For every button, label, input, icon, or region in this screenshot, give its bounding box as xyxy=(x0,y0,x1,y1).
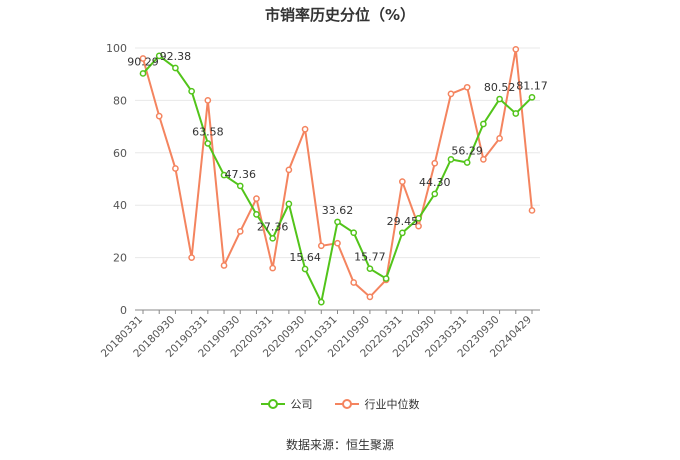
data-point-industry xyxy=(463,83,471,91)
data-point-industry xyxy=(334,239,341,247)
data-point-industry xyxy=(285,166,293,174)
data-point-company xyxy=(220,171,228,179)
legend-label-company: 公司 xyxy=(290,398,313,411)
data-point-company xyxy=(496,95,503,103)
data-point-industry xyxy=(139,55,147,62)
legend-symbol-company xyxy=(260,399,285,409)
data-label: 90.29 xyxy=(127,55,159,68)
data-point-industry xyxy=(253,195,260,202)
data-point-industry xyxy=(204,97,212,104)
data-point-company xyxy=(350,229,358,237)
data-point-company xyxy=(317,298,325,306)
data-point-company xyxy=(398,229,406,237)
legend-item-company[interactable]: 公司 xyxy=(260,396,313,412)
y-tick-label: 0 xyxy=(120,304,127,317)
data-point-company xyxy=(236,182,244,190)
data-point-company xyxy=(269,234,277,242)
y-tick-label: 60 xyxy=(113,147,127,160)
data-point-industry xyxy=(236,228,244,235)
chart-title: 市销率历史分位（%） xyxy=(264,6,416,24)
data-point-industry xyxy=(172,165,179,172)
data-point-industry xyxy=(220,262,228,269)
y-tick-label: 100 xyxy=(106,42,127,55)
data-label: 92.38 xyxy=(160,50,192,63)
data-label: 56.29 xyxy=(451,145,483,158)
data-label: 44.30 xyxy=(419,176,451,189)
y-tick-label: 80 xyxy=(113,94,127,107)
data-point-company xyxy=(447,156,455,163)
data-label: 27.36 xyxy=(257,220,289,233)
data-label: 29.45 xyxy=(387,215,419,228)
data-point-company xyxy=(366,265,374,273)
data-point-industry xyxy=(398,178,406,185)
data-point-company xyxy=(382,275,390,282)
data-label: 80.52 xyxy=(484,81,516,94)
data-point-company xyxy=(253,211,260,218)
data-point-industry xyxy=(350,279,358,286)
data-point-industry xyxy=(496,135,503,142)
data-label: 15.64 xyxy=(289,251,321,264)
data-point-company xyxy=(155,52,163,60)
y-tick-label: 40 xyxy=(113,199,127,212)
data-point-industry xyxy=(269,264,277,272)
data-point-company xyxy=(301,265,309,273)
data-point-company xyxy=(463,159,471,166)
data-point-company xyxy=(431,190,439,198)
data-point-industry xyxy=(301,125,309,133)
data-point-industry xyxy=(431,159,439,167)
data-point-company xyxy=(512,110,520,117)
data-point-company xyxy=(188,87,195,95)
series-line-industry xyxy=(142,49,533,299)
legend-symbol-industry xyxy=(334,399,359,409)
data-point-industry xyxy=(480,156,487,163)
legend-item-industry[interactable]: 行业中位数 xyxy=(334,396,420,412)
data-point-industry xyxy=(188,254,195,261)
data-point-industry xyxy=(415,222,422,230)
data-source-note: 数据来源：恒生聚源 xyxy=(285,438,394,452)
data-label: 15.77 xyxy=(354,251,386,264)
data-point-industry xyxy=(317,242,325,250)
data-point-company xyxy=(285,200,293,208)
data-point-industry xyxy=(512,45,520,53)
legend-label-industry: 行业中位数 xyxy=(364,398,420,411)
y-tick-label: 20 xyxy=(113,252,127,265)
data-point-company xyxy=(415,214,422,222)
data-label: 63.58 xyxy=(192,125,224,138)
data-point-company xyxy=(172,64,179,72)
data-point-industry xyxy=(528,207,536,214)
data-point-industry xyxy=(366,293,374,301)
data-point-company xyxy=(204,140,212,147)
data-point-industry xyxy=(447,90,455,98)
data-label: 33.62 xyxy=(322,204,354,217)
legend: 公司 行业中位数 xyxy=(0,396,680,412)
series-line-company xyxy=(142,54,533,306)
data-point-company xyxy=(528,93,536,101)
data-point-company xyxy=(334,218,341,226)
data-point-company xyxy=(480,120,487,128)
data-point-industry xyxy=(155,112,163,120)
data-label: 81.17 xyxy=(516,79,548,92)
data-point-company xyxy=(139,70,147,77)
data-label: 47.36 xyxy=(225,168,257,181)
